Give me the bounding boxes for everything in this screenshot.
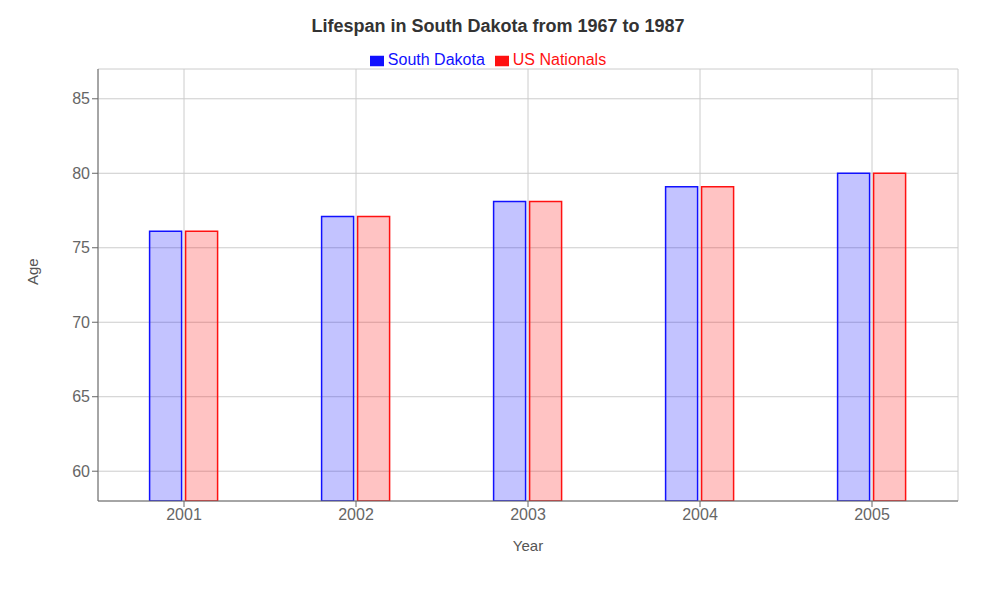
html-text:Lifespan in South Dakota from: Lifespan in South Dakota from 1967 to 19… (311, 16, 685, 36)
svg-text:2005: 2005 (854, 506, 890, 523)
svg-text:75: 75 (72, 239, 90, 256)
svg-text:80: 80 (72, 165, 90, 182)
svg-text:60: 60 (72, 463, 90, 480)
svg-text:65: 65 (72, 388, 90, 405)
svg-text:2002: 2002 (338, 506, 374, 523)
html-text:South Dakota: South Dakota (387, 51, 485, 68)
svg-text:2004: 2004 (682, 506, 718, 523)
svg-text:2003: 2003 (510, 506, 546, 523)
svg-text:Age: Age (24, 258, 41, 285)
svg-text:85: 85 (72, 90, 90, 107)
svg-text:70: 70 (72, 314, 90, 331)
html-text:US Nationals: US Nationals (512, 51, 607, 68)
svg-text:Year: Year (513, 537, 543, 554)
svg-text:2001: 2001 (166, 506, 202, 523)
